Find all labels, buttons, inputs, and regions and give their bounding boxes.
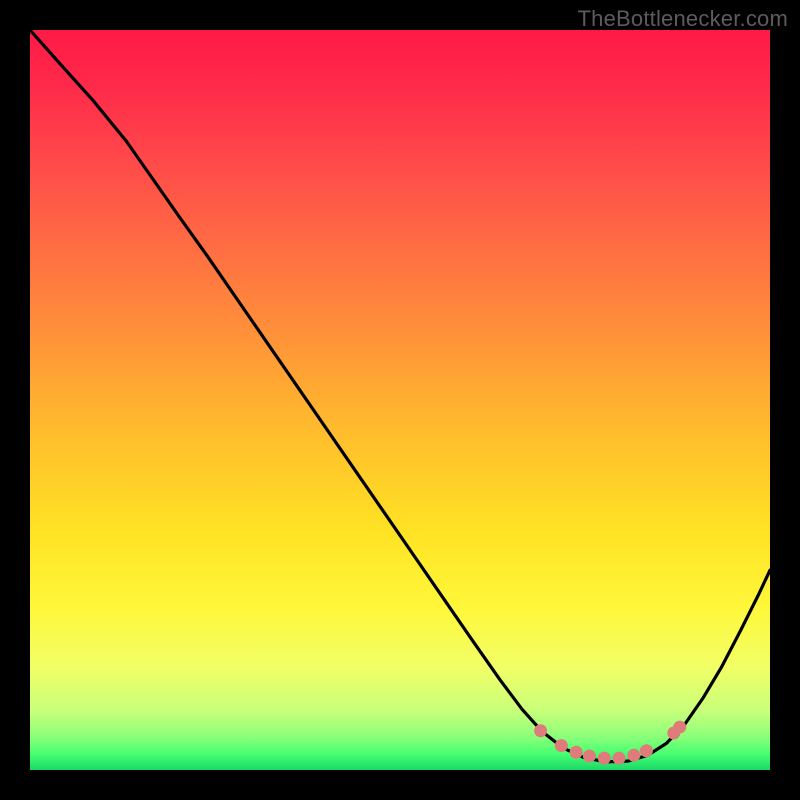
stage: TheBottlenecker.com: [0, 0, 800, 800]
trough-dot: [613, 752, 626, 765]
trough-dot: [673, 721, 686, 734]
trough-dot: [583, 749, 596, 762]
trough-dot: [640, 744, 653, 757]
trough-dot: [534, 724, 547, 737]
trough-dot: [598, 752, 611, 765]
trough-dot: [555, 739, 568, 752]
trough-dot: [570, 746, 583, 759]
trough-dot: [627, 749, 640, 762]
plot-svg: [30, 30, 770, 770]
watermark-text: TheBottlenecker.com: [578, 6, 788, 32]
gradient-fill: [30, 30, 770, 770]
